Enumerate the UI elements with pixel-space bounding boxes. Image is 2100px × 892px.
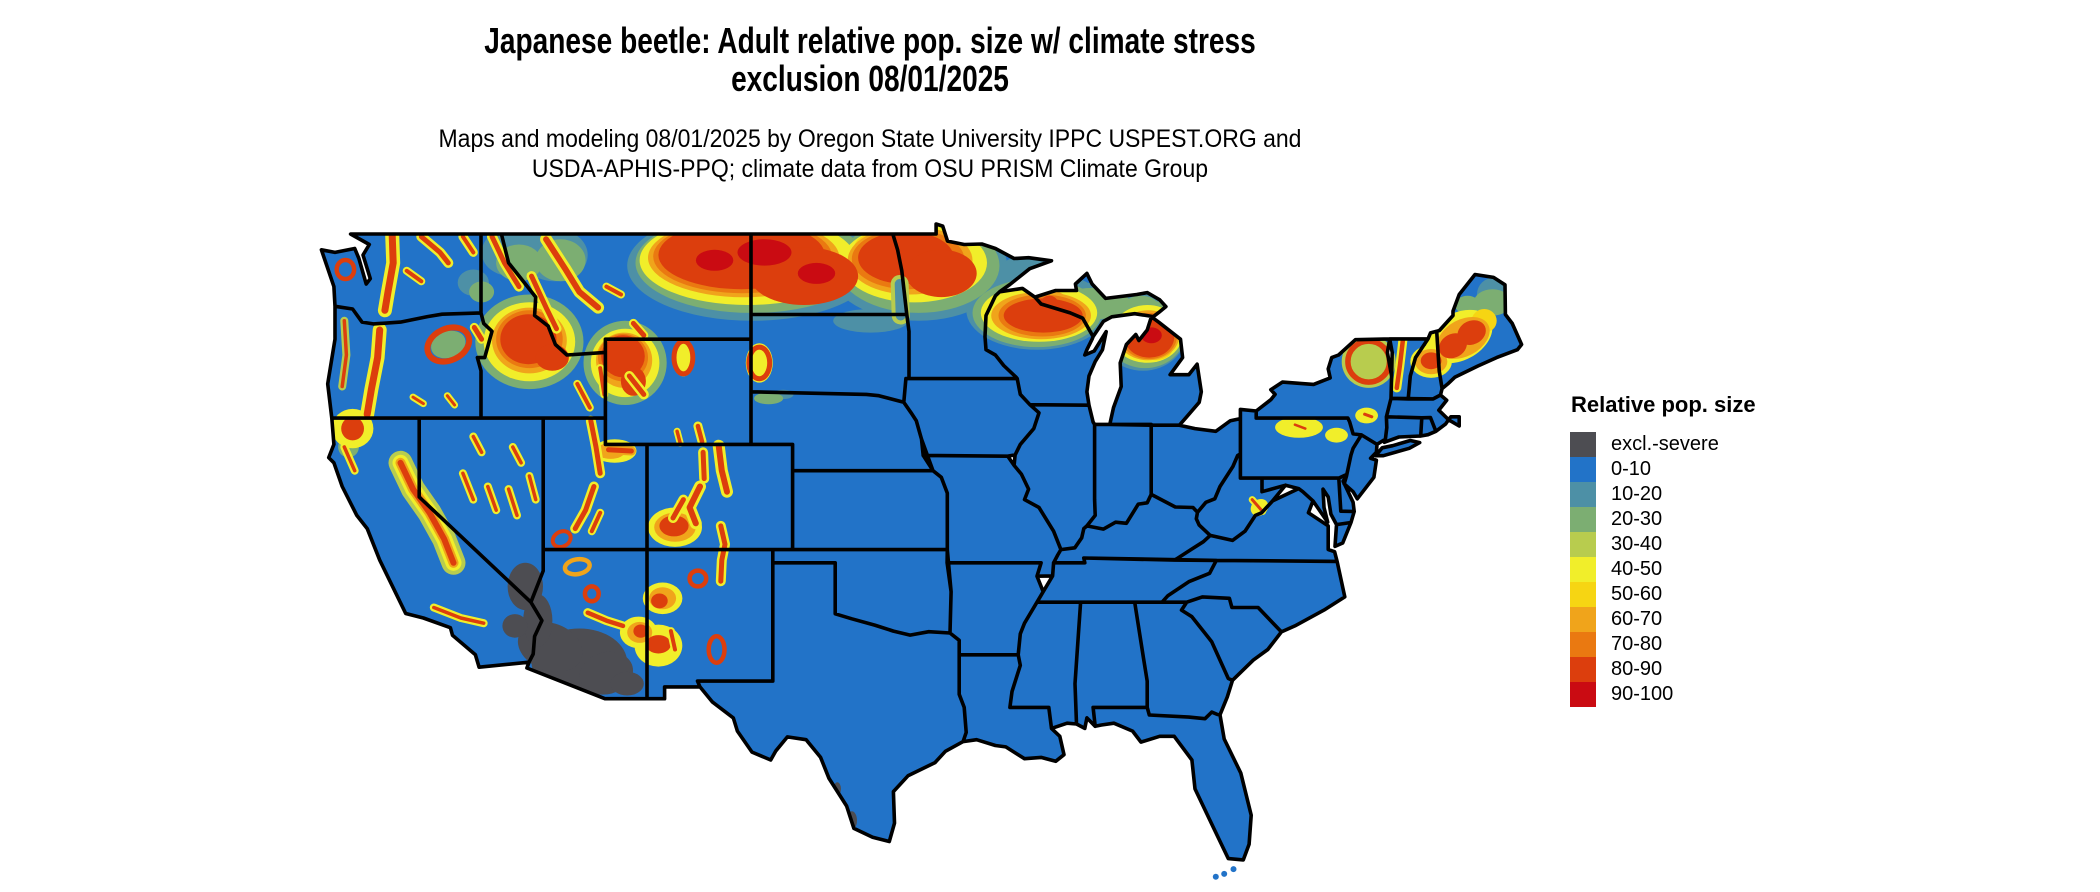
legend-item: 80-90: [1570, 657, 1830, 682]
legend-swatch-ygreen: [1570, 532, 1596, 557]
legend-item: 70-80: [1570, 632, 1830, 657]
legend-item: 60-70: [1570, 607, 1830, 632]
subtitle-line-2: USDA-APHIS-PPQ; climate data from OSU PR…: [531, 155, 1209, 183]
legend-swatch-yellow: [1570, 557, 1596, 582]
legend-swatch-orange: [1570, 607, 1596, 632]
page-title: Japanese beetle: Adult relative pop. siz…: [0, 22, 1740, 98]
legend-label: 10-20: [1611, 483, 1663, 505]
legend-item: excl.-severe: [1570, 432, 1830, 457]
legend-label: 90-100: [1611, 683, 1674, 705]
legend-items: excl.-severe 0-10 10-20 20-30 30-40 40-50 50-6…: [1570, 432, 1830, 707]
legend-item: 20-30: [1570, 507, 1830, 532]
legend-item: 10-20: [1570, 482, 1830, 507]
legend-label: 60-70: [1611, 608, 1663, 630]
legend-swatch-gray: [1570, 432, 1596, 457]
legend-label: 50-60: [1611, 583, 1663, 605]
legend-item: 90-100: [1570, 682, 1830, 707]
legend: Relative pop. size excl.-severe 0-10 10-20…: [1570, 392, 1830, 707]
legend-item: 0-10: [1570, 457, 1830, 482]
legend-label: 20-30: [1611, 508, 1663, 530]
legend-label: 30-40: [1611, 533, 1663, 555]
title-line-1: Japanese beetle: Adult relative pop. siz…: [484, 20, 1256, 61]
florida-keys-dot: [1230, 866, 1237, 873]
legend-swatch-red: [1570, 657, 1596, 682]
legend-label: excl.-severe: [1611, 433, 1719, 455]
legend-label: 70-80: [1611, 633, 1663, 655]
legend-swatch-blue: [1570, 457, 1596, 482]
florida-keys-dot: [1212, 873, 1219, 880]
florida-keys-dot: [1221, 870, 1228, 877]
legend-swatch-gold: [1570, 582, 1596, 607]
legend-item: 50-60: [1570, 582, 1830, 607]
legend-swatch-green: [1570, 507, 1596, 532]
legend-swatch-dorange: [1570, 632, 1596, 657]
legend-label: 40-50: [1611, 558, 1663, 580]
title-line-2: exclusion 08/01/2025: [731, 58, 1009, 99]
legend-item: 40-50: [1570, 557, 1830, 582]
legend-item: 30-40: [1570, 532, 1830, 557]
legend-label: 0-10: [1611, 458, 1652, 480]
legend-swatch-teal: [1570, 482, 1596, 507]
map-credits: Maps and modeling 08/01/2025 by Oregon S…: [0, 124, 1740, 184]
subtitle-line-1: Maps and modeling 08/01/2025 by Oregon S…: [438, 125, 1302, 153]
state-borders: [319, 222, 1524, 862]
legend-label: 80-90: [1611, 658, 1663, 680]
legend-swatch-dred: [1570, 682, 1596, 707]
legend-title: Relative pop. size: [1571, 392, 1756, 417]
